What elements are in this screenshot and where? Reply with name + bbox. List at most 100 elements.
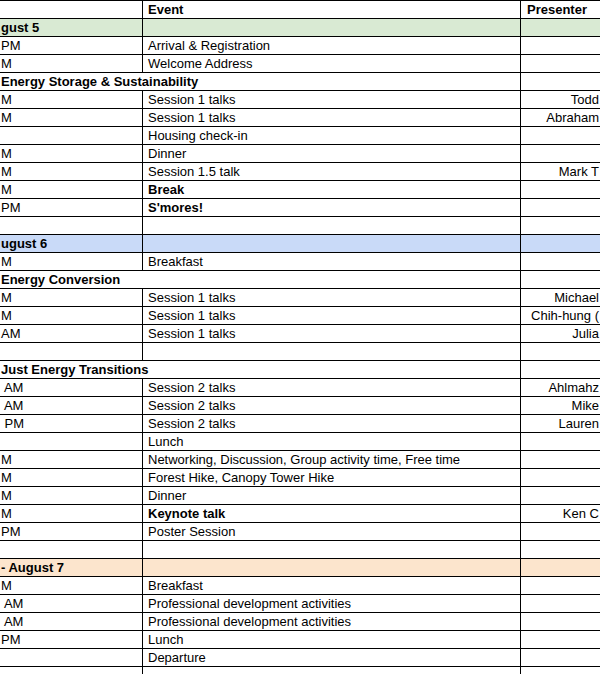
time-cell[interactable]: M xyxy=(0,163,143,180)
event-cell[interactable]: Breakfast xyxy=(143,253,521,270)
event-cell[interactable]: Session 1 talks xyxy=(143,325,521,342)
presenter-cell[interactable] xyxy=(521,577,600,594)
presenter-cell[interactable] xyxy=(521,127,600,144)
event-cell[interactable] xyxy=(143,217,521,234)
presenter-column-header[interactable]: Presenter xyxy=(521,1,600,18)
presenter-cell[interactable] xyxy=(521,181,600,198)
presenter-cell[interactable] xyxy=(521,19,600,36)
event-cell[interactable]: S'mores! xyxy=(143,199,521,216)
event-cell[interactable]: Professional development activities xyxy=(143,595,521,612)
event-cell[interactable] xyxy=(143,667,521,674)
presenter-cell[interactable] xyxy=(521,559,600,576)
presenter-cell[interactable]: Lauren xyxy=(521,415,600,432)
presenter-cell[interactable]: Chih-hung ( xyxy=(521,307,600,324)
event-cell[interactable] xyxy=(143,235,521,252)
presenter-cell[interactable] xyxy=(521,343,600,360)
day-label-cell[interactable]: - August 7 xyxy=(0,559,143,576)
time-cell[interactable] xyxy=(0,343,143,360)
presenter-cell[interactable] xyxy=(521,235,600,252)
presenter-cell[interactable]: Ken C xyxy=(521,505,600,522)
event-cell[interactable]: Dinner xyxy=(143,487,521,504)
time-cell[interactable] xyxy=(0,649,143,666)
event-cell[interactable]: Departure xyxy=(143,649,521,666)
time-cell[interactable] xyxy=(0,217,143,234)
time-cell[interactable]: M xyxy=(0,109,143,126)
time-cell[interactable]: PM xyxy=(0,415,143,432)
event-cell[interactable]: Session 1.5 talk xyxy=(143,163,521,180)
presenter-cell[interactable]: Mike xyxy=(521,397,600,414)
time-cell[interactable]: M xyxy=(0,145,143,162)
event-cell[interactable] xyxy=(143,559,521,576)
event-column-header[interactable]: Event xyxy=(143,1,521,18)
event-cell[interactable] xyxy=(143,541,521,558)
presenter-cell[interactable] xyxy=(521,73,600,90)
time-cell[interactable]: M xyxy=(0,91,143,108)
event-cell[interactable]: Break xyxy=(143,181,521,198)
time-cell[interactable]: AM xyxy=(0,595,143,612)
presenter-cell[interactable]: Julia xyxy=(521,325,600,342)
presenter-cell[interactable]: Todd xyxy=(521,91,600,108)
event-cell[interactable]: Arrival & Registration xyxy=(143,37,521,54)
event-cell[interactable]: Session 1 talks xyxy=(143,109,521,126)
presenter-cell[interactable] xyxy=(521,595,600,612)
presenter-cell[interactable] xyxy=(521,613,600,630)
event-cell[interactable]: Housing check-in xyxy=(143,127,521,144)
presenter-cell[interactable] xyxy=(521,631,600,648)
event-cell[interactable]: Dinner xyxy=(143,145,521,162)
event-cell[interactable]: Lunch xyxy=(143,433,521,450)
event-cell[interactable]: Session 1 talks xyxy=(143,307,521,324)
presenter-cell[interactable] xyxy=(521,451,600,468)
presenter-cell[interactable] xyxy=(521,523,600,540)
time-cell[interactable]: M xyxy=(0,505,143,522)
time-cell[interactable]: M xyxy=(0,181,143,198)
event-cell[interactable]: Professional development activities xyxy=(143,613,521,630)
day-label-cell[interactable]: gust 5 xyxy=(0,19,143,36)
time-cell[interactable]: PM xyxy=(0,631,143,648)
time-cell[interactable]: AM xyxy=(0,379,143,396)
event-cell[interactable]: Networking, Discussion, Group activity t… xyxy=(143,451,521,468)
time-cell[interactable]: AM xyxy=(0,325,143,342)
presenter-cell[interactable] xyxy=(521,667,600,674)
presenter-cell[interactable] xyxy=(521,361,600,378)
time-cell[interactable]: PM xyxy=(0,523,143,540)
presenter-cell[interactable] xyxy=(521,271,600,288)
time-cell[interactable]: M xyxy=(0,577,143,594)
event-cell[interactable]: Welcome Address xyxy=(143,55,521,72)
time-cell[interactable]: M xyxy=(0,55,143,72)
presenter-cell[interactable] xyxy=(521,433,600,450)
time-cell[interactable]: M xyxy=(0,487,143,504)
time-cell[interactable] xyxy=(0,667,143,674)
time-cell[interactable]: AM xyxy=(0,397,143,414)
presenter-cell[interactable] xyxy=(521,487,600,504)
time-cell[interactable]: M xyxy=(0,451,143,468)
event-cell[interactable]: Breakfast xyxy=(143,577,521,594)
day-label-cell[interactable]: ugust 6 xyxy=(0,235,143,252)
section-label-cell[interactable]: Energy Storage & Sustainability xyxy=(0,73,521,90)
event-cell[interactable]: Poster Session xyxy=(143,523,521,540)
time-cell[interactable]: M xyxy=(0,253,143,270)
section-label-cell[interactable]: Just Energy Transitions xyxy=(0,361,521,378)
time-cell[interactable]: PM xyxy=(0,37,143,54)
time-cell[interactable]: M xyxy=(0,307,143,324)
event-cell[interactable] xyxy=(143,343,521,360)
event-cell[interactable]: Session 1 talks xyxy=(143,289,521,306)
presenter-cell[interactable] xyxy=(521,37,600,54)
presenter-cell[interactable]: Mark T xyxy=(521,163,600,180)
presenter-cell[interactable] xyxy=(521,145,600,162)
presenter-cell[interactable]: Michael xyxy=(521,289,600,306)
event-cell[interactable]: Forest Hike, Canopy Tower Hike xyxy=(143,469,521,486)
time-cell[interactable]: M xyxy=(0,289,143,306)
presenter-cell[interactable] xyxy=(521,217,600,234)
presenter-cell[interactable]: Abraham xyxy=(521,109,600,126)
time-cell[interactable] xyxy=(0,541,143,558)
time-column-header[interactable] xyxy=(0,1,143,18)
event-cell[interactable] xyxy=(143,19,521,36)
presenter-cell[interactable]: Ahlmahz xyxy=(521,379,600,396)
presenter-cell[interactable] xyxy=(521,55,600,72)
presenter-cell[interactable] xyxy=(521,469,600,486)
event-cell[interactable]: Session 2 talks xyxy=(143,415,521,432)
presenter-cell[interactable] xyxy=(521,253,600,270)
time-cell[interactable]: M xyxy=(0,469,143,486)
presenter-cell[interactable] xyxy=(521,541,600,558)
event-cell[interactable]: Session 1 talks xyxy=(143,91,521,108)
